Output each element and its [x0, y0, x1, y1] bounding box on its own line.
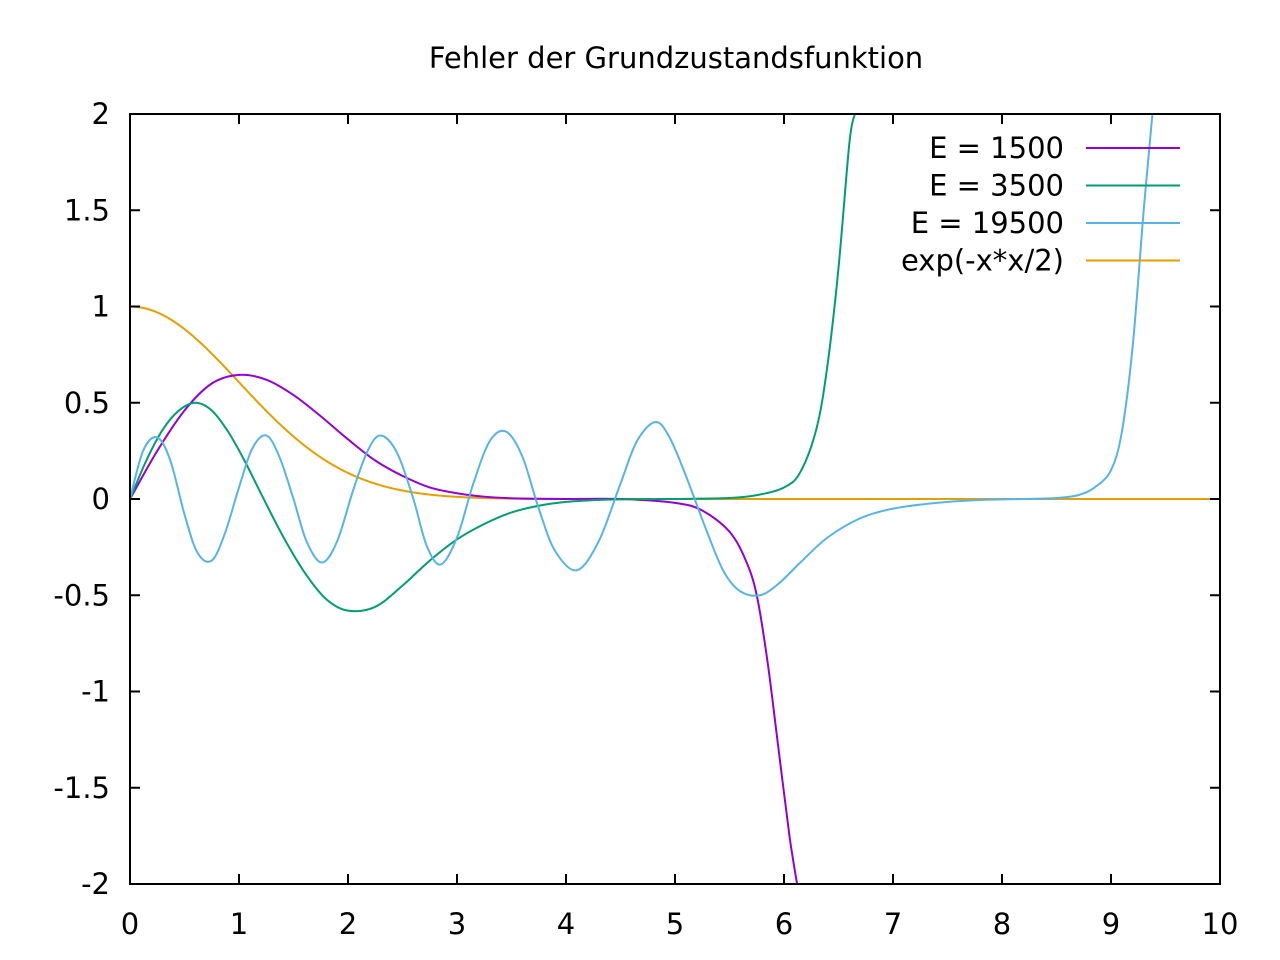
legend-label: E = 3500	[929, 169, 1064, 203]
y-tick-label: 0	[92, 482, 110, 516]
x-tick-label: 1	[230, 907, 248, 941]
chart-title: Fehler der Grundzustandsfunktion	[429, 41, 923, 75]
legend-label: exp(-x*x/2)	[901, 244, 1064, 278]
x-tick-label: 8	[993, 907, 1011, 941]
x-tick-label: 5	[666, 907, 684, 941]
legend-label: E = 1500	[929, 131, 1064, 165]
y-tick-label: 1.5	[64, 193, 110, 227]
x-tick-label: 9	[1102, 907, 1120, 941]
series-line-1	[130, 373, 799, 884]
x-tick-label: 0	[121, 907, 139, 941]
series-line-3	[130, 114, 1154, 597]
y-tick-label: 2	[92, 97, 110, 131]
y-tick-label: -2	[81, 867, 110, 901]
legend-label: E = 19500	[911, 206, 1064, 240]
x-tick-label: 2	[339, 907, 357, 941]
y-tick-label: -1.5	[53, 771, 110, 805]
series-lines	[130, 114, 1220, 884]
y-tick-label: 1	[92, 290, 110, 324]
x-tick-label: 3	[448, 907, 466, 941]
series-line-4	[130, 305, 1220, 500]
x-tick-label: 4	[557, 907, 575, 941]
y-tick-label: -0.5	[53, 578, 110, 612]
y-tick-label: 0.5	[64, 386, 110, 420]
axis-ticks: 0 1 2 3 4 5 6 7 8 9 10 -2 -1.5 -1 -0.5 0 0.5 1 1.5 2	[53, 97, 1238, 941]
x-tick-label: 7	[884, 907, 902, 941]
x-tick-label: 10	[1202, 907, 1239, 941]
x-tick-label: 6	[775, 907, 793, 941]
y-tick-label: -1	[81, 675, 110, 709]
series-line-2	[130, 114, 856, 613]
